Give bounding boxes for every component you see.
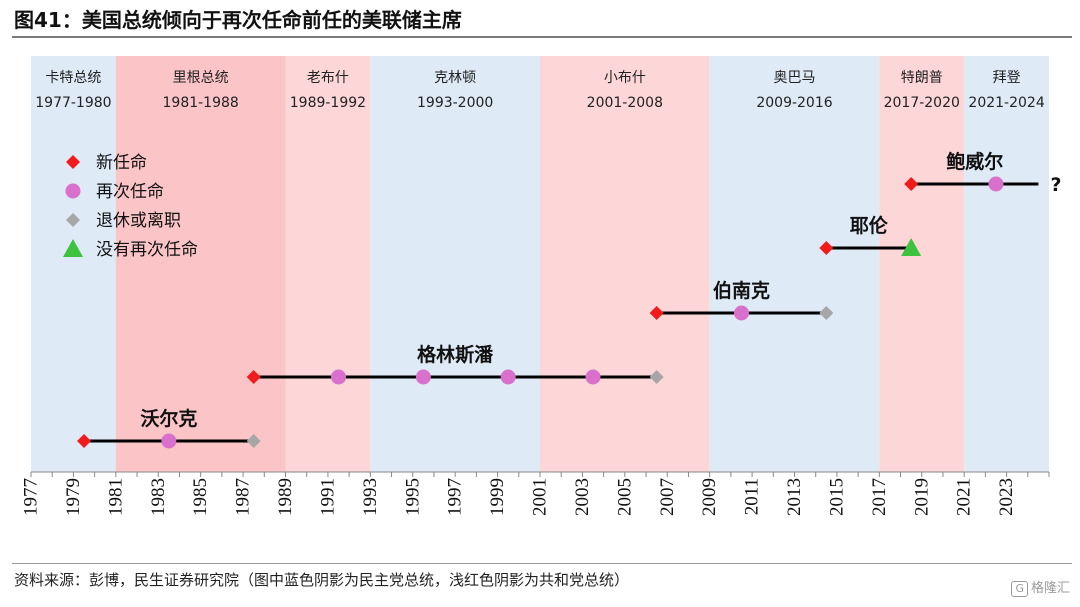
reappoint-marker (161, 433, 177, 449)
x-tick-label: 1983 (148, 478, 169, 516)
chair-name: 格林斯潘 (417, 343, 494, 366)
watermark: G 格隆汇 (1011, 577, 1070, 597)
legend-not_reappointed-icon (63, 239, 83, 257)
x-tick-label: 1985 (190, 478, 211, 516)
open-end-marker: ? (1050, 174, 1061, 196)
legend-retire-icon (66, 213, 80, 227)
x-tick-label: 1997 (445, 478, 466, 516)
reappoint-marker (331, 369, 347, 385)
x-tick-label: 1999 (487, 478, 508, 516)
x-tick-label: 1993 (360, 478, 381, 516)
legend-label: 再次任命 (96, 182, 164, 202)
president-term: 2009-2016 (756, 95, 832, 111)
x-tick-label: 2011 (742, 478, 763, 515)
fed-chair-timeline-chart: 卡特总统 1977-1980 里根总统 1981-1988 老布什 1989-1992 克林… (21, 56, 1062, 516)
reappoint-marker (988, 176, 1004, 192)
x-tick-label: 1995 (402, 478, 423, 516)
x-tick-label: 2015 (826, 478, 847, 516)
president-name: 特朗普 (901, 70, 943, 86)
retire-marker (649, 370, 664, 384)
president-band (709, 56, 880, 472)
president-band (964, 56, 1049, 472)
figure-title: 图41：美国总统倾向于再次任命前任的美联储主席 (14, 8, 462, 32)
x-tick-label: 1991 (317, 478, 338, 516)
not_reappointed-marker (901, 238, 922, 256)
reappoint-marker (585, 369, 601, 385)
president-band (540, 56, 710, 472)
president-term: 2001-2008 (587, 95, 663, 111)
president-term: 2017-2020 (884, 95, 960, 111)
president-term: 1989-1992 (290, 95, 366, 111)
new-marker (904, 177, 919, 191)
footer-rule (12, 563, 1072, 564)
x-tick-label: 1981 (105, 478, 126, 516)
reappoint-marker (415, 369, 431, 385)
retire-marker (819, 306, 834, 320)
president-name: 老布什 (307, 70, 349, 86)
president-band (370, 56, 540, 472)
new-marker (649, 306, 664, 320)
chair-name: 鲍威尔 (946, 150, 1003, 173)
chair-name: 伯南克 (713, 279, 770, 302)
watermark-logo-icon: G (1011, 581, 1028, 597)
president-bands: 卡特总统 1977-1980 里根总统 1981-1988 老布什 1989-1992 克林… (31, 56, 1049, 472)
chair-timeline: 耶伦 (819, 214, 922, 256)
president-name: 卡特总统 (45, 70, 101, 86)
president-term: 1993-2000 (417, 95, 493, 111)
chair-timeline: 鲍威尔 (904, 150, 1039, 192)
x-tick-label: 1977 (21, 478, 42, 516)
x-tick-label: 2007 (657, 478, 678, 516)
x-tick-label: 1979 (63, 478, 84, 516)
president-term: 2021-2024 (968, 95, 1044, 111)
chair-timelines: 沃尔克 格林斯潘 伯南克 耶伦 鲍威尔? (77, 150, 1062, 449)
president-band (285, 56, 371, 472)
chair-timeline: 沃尔克 (77, 407, 261, 449)
president-band (879, 56, 965, 472)
legend-new-icon (66, 155, 80, 169)
x-tick-label: 2021 (954, 478, 975, 516)
president-name: 拜登 (993, 70, 1021, 86)
x-tick-label: 2019 (911, 478, 932, 516)
chair-timeline: 格林斯潘 (246, 343, 664, 385)
legend-reappoint-icon (65, 183, 81, 199)
president-name: 奥巴马 (774, 69, 816, 86)
legend-label: 没有再次任命 (96, 240, 198, 260)
x-tick-label: 2023 (996, 478, 1017, 516)
president-name: 克林顿 (434, 70, 476, 86)
retire-marker (246, 434, 261, 448)
chair-name: 沃尔克 (140, 407, 197, 430)
new-marker (819, 241, 834, 255)
x-tick-label: 1989 (275, 478, 296, 516)
source-note: 资料来源：彭博，民生证券研究院（图中蓝色阴影为民主党总统，浅红色阴影为共和党总统… (14, 571, 630, 589)
title-rule (12, 36, 1072, 38)
x-tick-label: 1987 (233, 478, 254, 516)
new-marker (246, 370, 261, 384)
legend-label: 退休或离职 (96, 211, 181, 231)
x-tick-label: 2017 (869, 478, 890, 516)
x-tick-label: 2001 (530, 478, 551, 516)
chair-timeline: 伯南克 (649, 279, 834, 321)
chair-name: 耶伦 (850, 214, 889, 237)
president-band (31, 56, 116, 472)
reappoint-marker (733, 305, 749, 321)
x-tick-label: 2003 (572, 478, 593, 516)
president-band (115, 56, 286, 472)
legend-label: 新任命 (96, 153, 147, 173)
president-term: 1977-1980 (35, 95, 111, 111)
x-tick-label: 2009 (699, 478, 720, 516)
watermark-text: 格隆汇 (1030, 581, 1070, 596)
president-name: 小布什 (604, 70, 646, 86)
reappoint-marker (500, 369, 516, 385)
new-marker (77, 434, 92, 448)
x-tick-label: 2005 (614, 478, 635, 516)
x-tick-label: 2013 (784, 478, 805, 516)
president-name: 里根总统 (173, 70, 229, 86)
x-axis: 1977 1979 1981 1983 1985 1987 1989 1991 1993 1995… (21, 471, 1050, 516)
president-term: 1981-1988 (163, 95, 239, 111)
